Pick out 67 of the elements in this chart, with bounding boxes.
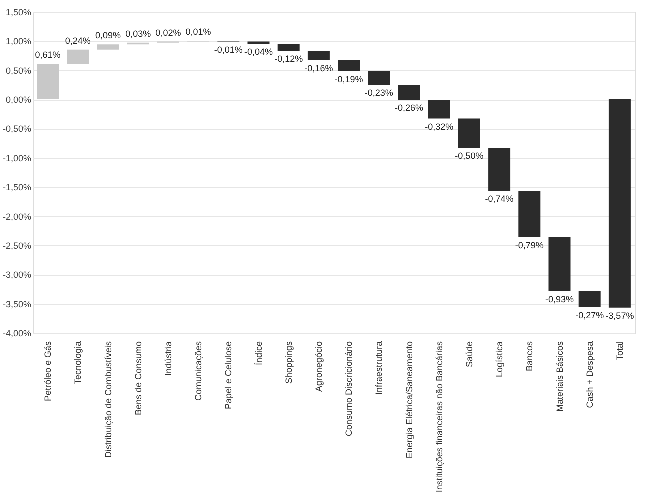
data-label: -0,32%	[425, 122, 454, 132]
data-label: -0,19%	[334, 74, 364, 85]
x-tick-label: Total	[614, 342, 625, 361]
data-label: -0,93%	[545, 294, 574, 305]
x-tick-label: Distribuição de Combustíveis	[103, 341, 114, 458]
bar	[428, 100, 450, 119]
bar	[458, 118, 480, 148]
y-tick-label: -2,00%	[2, 212, 32, 222]
x-tick-label: Shoppings	[284, 341, 294, 384]
data-label: 0,01%	[186, 27, 212, 38]
data-label: -0,12%	[274, 54, 304, 64]
y-tick-label: -3,00%	[2, 270, 32, 280]
x-tick-label: Bancos	[524, 341, 535, 372]
data-label: -0,01%	[214, 44, 243, 55]
bar	[37, 64, 60, 100]
bar	[338, 60, 360, 72]
data-label: 0,24%	[65, 36, 91, 46]
x-tick-label: Papel e Celulose	[224, 342, 234, 410]
bar	[548, 237, 571, 292]
bar	[97, 44, 120, 50]
x-tick-label: Logística	[494, 342, 505, 378]
data-label: -0,16%	[304, 63, 334, 74]
bar	[67, 50, 90, 64]
x-tick-label: Bens de Consumo	[133, 342, 144, 416]
data-label: -0,79%	[515, 240, 544, 250]
x-tick-label: Cash + Despesa	[584, 342, 595, 408]
data-label: -0,74%	[485, 194, 514, 204]
data-label: 0,03%	[126, 28, 152, 39]
bar	[608, 100, 631, 308]
data-label: 0,02%	[156, 28, 182, 38]
x-tick-label: Comunicações	[194, 341, 204, 402]
bar	[308, 51, 330, 60]
x-tick-label: Tecnologia	[73, 342, 84, 385]
x-tick-label: Petróleo e Gás	[43, 341, 54, 402]
data-label: -0,26%	[394, 103, 424, 114]
bar	[368, 72, 390, 85]
x-tick-label: Consumo Discricionário	[344, 342, 354, 437]
data-label: 0,61%	[35, 50, 61, 60]
bar	[278, 44, 300, 52]
x-tick-label: Saúde	[464, 342, 474, 368]
data-label: 0,09%	[95, 30, 122, 41]
data-label: -0,04%	[244, 47, 274, 58]
bar	[398, 84, 420, 100]
data-label: -0,23%	[364, 88, 394, 98]
y-tick-label: 0,00%	[6, 95, 32, 106]
y-tick-label: -0,50%	[2, 124, 32, 134]
y-tick-label: -4,00%	[2, 328, 32, 338]
x-tick-label: Energia Elétrica/Saneamento	[404, 342, 414, 459]
x-tick-label: Materiais Básicos	[554, 341, 565, 412]
bar	[578, 292, 601, 308]
data-label: -3,57%	[606, 310, 634, 321]
x-tick-label: Indústria	[163, 342, 174, 376]
bar	[518, 191, 541, 238]
y-tick-label: -1,00%	[2, 153, 32, 164]
y-tick-label: 0,50%	[6, 66, 32, 76]
data-label: -0,27%	[576, 310, 604, 320]
data-label: -0,50%	[455, 150, 484, 161]
x-tick-label: Instituições financeiras não Bancárias	[434, 341, 444, 493]
x-tick-label: Infraestrutura	[374, 342, 384, 396]
y-tick-label: -2,50%	[2, 240, 32, 251]
bar	[488, 148, 511, 192]
y-tick-label: -3,50%	[2, 299, 32, 310]
y-tick-label: 1,50%	[6, 8, 32, 18]
y-tick-label: 1,00%	[6, 36, 32, 47]
y-tick-label: -1,50%	[2, 182, 32, 193]
x-tick-label: Índice	[254, 342, 264, 366]
x-tick-label: Agronegócio	[314, 342, 324, 392]
